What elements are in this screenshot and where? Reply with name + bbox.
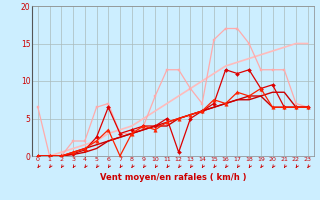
X-axis label: Vent moyen/en rafales ( km/h ): Vent moyen/en rafales ( km/h )	[100, 174, 246, 182]
